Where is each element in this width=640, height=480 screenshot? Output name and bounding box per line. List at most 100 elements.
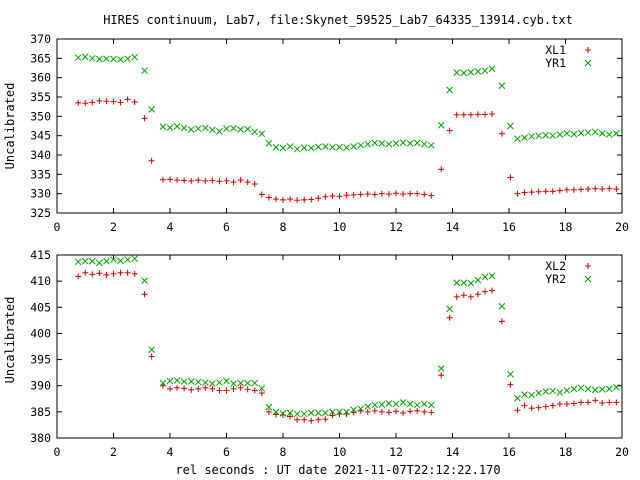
data-point-xl1 — [489, 111, 496, 118]
data-point-yr1 — [166, 124, 174, 131]
data-point-yr2 — [378, 401, 386, 408]
legend-marker-yr1 — [584, 59, 592, 67]
data-point-xl1 — [481, 111, 488, 118]
data-point-yr2 — [488, 272, 496, 280]
data-point-yr1 — [110, 55, 117, 63]
bottom-panel-y-tick-label: 395 — [30, 353, 51, 367]
data-point-xl2 — [467, 293, 474, 300]
bottom-panel-x-tick-label: 10 — [333, 445, 347, 459]
data-point-yr1 — [392, 140, 400, 147]
data-point-xl1 — [535, 188, 542, 195]
legend-label-yr1: YR1 — [545, 56, 566, 70]
data-point-xl1 — [301, 196, 308, 203]
data-point-xl1 — [385, 191, 392, 198]
top-panel-x-tick-label: 6 — [223, 220, 230, 234]
data-point-xl2 — [329, 412, 336, 419]
bottom-panel: Uncalibrated 0 2 4 6 8 10 12 14 16 18 20 380 385 390 3… — [3, 248, 629, 459]
data-point-xl2 — [89, 271, 96, 278]
data-point-yr1 — [81, 53, 89, 61]
top-panel-y-tick-label: 355 — [30, 90, 51, 104]
top-panel-y-tick-label: 370 — [30, 32, 51, 46]
data-point-yr1 — [498, 82, 506, 90]
data-point-yr1 — [535, 132, 543, 140]
data-point-yr2 — [556, 389, 564, 396]
data-point-xl1 — [599, 186, 606, 193]
data-point-xl2 — [528, 405, 535, 412]
data-point-xl2 — [230, 385, 237, 392]
data-point-xl2 — [578, 399, 585, 406]
data-point-xl2 — [428, 409, 435, 416]
data-point-xl1 — [336, 193, 343, 200]
top-panel-x-tick-label: 0 — [54, 220, 61, 234]
data-point-yr2 — [230, 380, 237, 387]
data-point-xl1 — [343, 192, 350, 199]
top-panel-x-tick-label: 20 — [615, 220, 629, 234]
data-point-xl2 — [364, 408, 371, 415]
top-panel-series-xl1 — [75, 96, 620, 204]
bottom-panel-x-tick-label: 8 — [280, 445, 287, 459]
data-point-yr1 — [322, 143, 329, 150]
data-point-yr2 — [293, 410, 301, 418]
data-point-yr2 — [194, 378, 202, 386]
data-point-xl1 — [556, 187, 563, 194]
data-point-xl1 — [542, 188, 549, 195]
data-point-xl1 — [460, 111, 467, 118]
data-point-xl1 — [75, 99, 82, 106]
data-point-yr2 — [166, 377, 174, 385]
data-point-yr1 — [74, 54, 82, 61]
data-point-xl1 — [507, 174, 514, 181]
data-point-yr2 — [460, 279, 468, 287]
data-point-xl1 — [570, 186, 577, 193]
top-panel-x-tick-label: 8 — [280, 220, 287, 234]
data-point-yr2 — [420, 400, 428, 408]
bottom-panel-y-tick-label: 415 — [30, 248, 51, 262]
data-point-xl2 — [301, 416, 308, 423]
data-point-yr1 — [237, 126, 244, 133]
data-point-yr1 — [258, 130, 266, 138]
data-point-xl2 — [96, 270, 103, 277]
bottom-panel-series-yr2 — [74, 255, 620, 418]
data-point-xl1 — [287, 196, 294, 203]
data-point-xl1 — [428, 192, 435, 199]
data-point-yr1 — [265, 140, 273, 147]
data-point-yr2 — [96, 259, 103, 267]
data-point-xl1 — [393, 190, 399, 197]
data-point-yr1 — [385, 140, 393, 148]
data-point-xl2 — [592, 397, 599, 404]
data-point-yr1 — [286, 143, 294, 150]
data-point-xl1 — [110, 98, 117, 105]
bottom-panel-x-tick-label: 2 — [110, 445, 117, 459]
data-point-xl1 — [308, 196, 315, 203]
top-panel-series-yr1 — [74, 53, 620, 153]
data-point-yr1 — [453, 69, 461, 76]
data-point-yr2 — [148, 346, 155, 353]
data-point-xl2 — [446, 314, 453, 321]
data-point-xl2 — [414, 407, 421, 414]
data-point-yr2 — [514, 394, 521, 402]
data-point-xl2 — [216, 387, 223, 394]
data-point-yr1 — [350, 143, 357, 150]
data-point-xl1 — [521, 189, 528, 196]
data-point-yr2 — [467, 279, 475, 287]
data-point-yr1 — [598, 129, 606, 137]
data-point-yr1 — [141, 67, 148, 75]
data-point-xl2 — [202, 384, 209, 391]
data-point-xl2 — [188, 386, 195, 393]
data-point-xl2 — [514, 407, 521, 414]
data-point-yr1 — [488, 65, 496, 73]
data-point-yr1 — [584, 129, 592, 136]
data-point-xl1 — [350, 191, 357, 198]
data-point-xl2 — [209, 385, 216, 392]
data-point-xl1 — [400, 191, 407, 198]
top-panel-x-tick-label: 2 — [110, 220, 117, 234]
bottom-panel-y-tick-label: 405 — [30, 300, 51, 314]
data-point-xl2 — [599, 399, 606, 406]
data-point-xl1 — [195, 177, 202, 184]
data-point-yr2 — [542, 388, 550, 395]
top-panel: Uncalibrated 0 2 4 6 8 10 12 14 16 18 20 325 330 335 3… — [3, 32, 629, 234]
data-point-xl1 — [371, 191, 378, 198]
data-point-yr2 — [364, 403, 372, 410]
data-point-xl1 — [244, 179, 251, 186]
data-point-xl1 — [474, 111, 481, 118]
data-point-yr2 — [446, 305, 454, 313]
